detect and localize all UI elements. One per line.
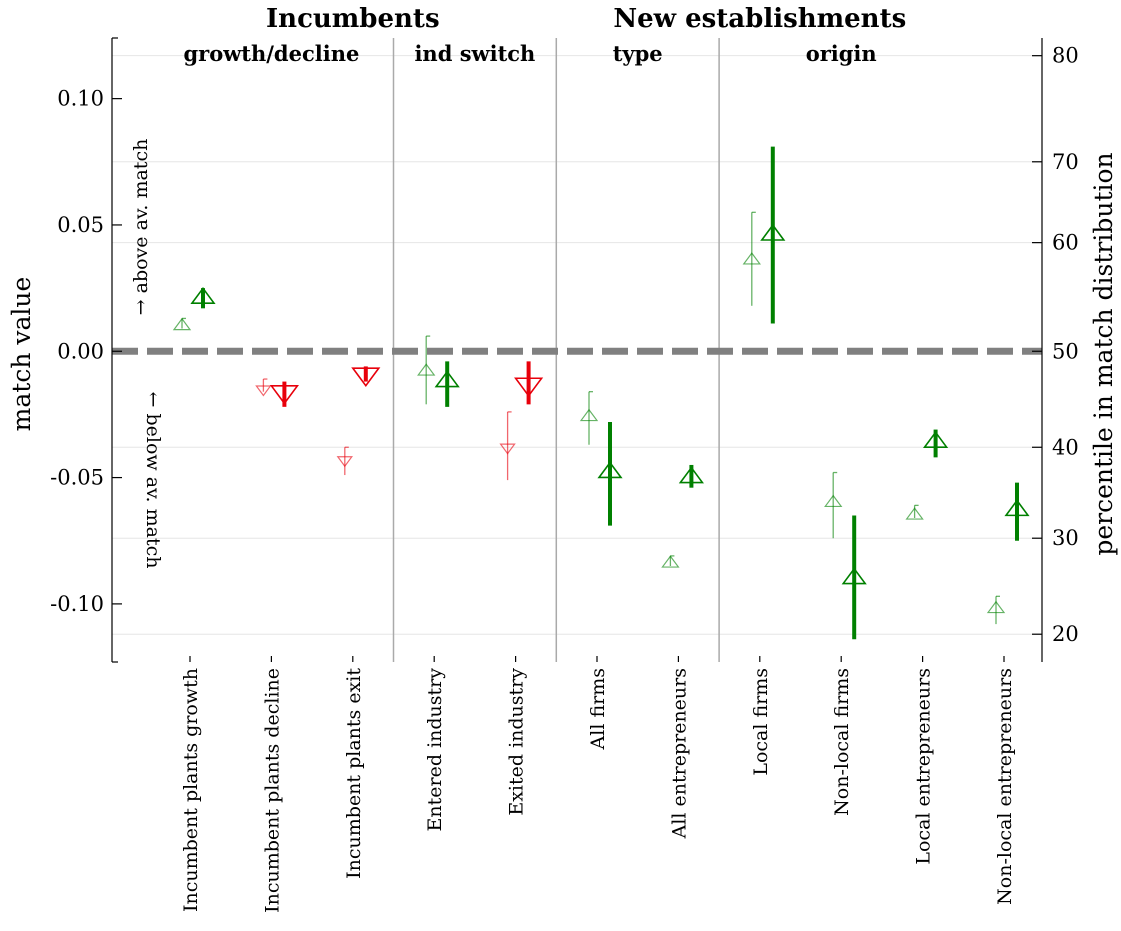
right-y-tick-label: 40 — [1052, 435, 1079, 459]
category-label: All entrepreneurs — [668, 668, 690, 839]
triangle-up-marker — [597, 461, 623, 479]
data-marks — [172, 146, 1030, 640]
y-axis-title: match value — [7, 277, 36, 432]
triangle-up-marker — [172, 317, 192, 331]
right-y-tick-label: 50 — [1052, 339, 1079, 363]
right-y-tick-label: 70 — [1052, 150, 1079, 174]
y-tick-label: 0.10 — [57, 87, 104, 111]
y-tick-label: 0.05 — [57, 213, 104, 237]
triangle-up-marker — [986, 600, 1006, 614]
category-label: Incumbent plants exit — [343, 668, 365, 879]
group-title: New establishments — [613, 4, 906, 34]
chart-labels: match value percentile in match distribu… — [7, 4, 1118, 913]
triangle-up-marker — [579, 408, 599, 422]
triangle-up-marker — [417, 363, 436, 376]
category-label: Non-local firms — [831, 668, 853, 816]
triangle-up-marker — [841, 567, 867, 585]
y-tick-label: -0.05 — [50, 466, 104, 490]
group-title: Incumbents — [266, 4, 440, 34]
triangle-up-marker — [678, 466, 704, 484]
right-y-tick-label: 80 — [1052, 44, 1079, 68]
category-label: Entered industry — [424, 668, 446, 832]
triangle-down-marker — [514, 377, 544, 398]
section-label: growth/decline — [183, 41, 359, 66]
triangle-up-marker — [824, 494, 843, 508]
right-y-tick-label: 60 — [1052, 231, 1079, 255]
triangle-up-marker — [190, 286, 216, 304]
triangle-up-marker — [434, 370, 460, 388]
section-label: ind switch — [414, 41, 535, 66]
y-tick-label: 0.00 — [57, 339, 104, 363]
triangle-up-marker — [1004, 499, 1030, 517]
triangle-down-marker — [269, 385, 299, 405]
triangle-down-marker — [499, 443, 516, 455]
right-y-tick-label: 30 — [1052, 526, 1079, 550]
triangle-down-marker — [336, 456, 353, 468]
category-label: Exited industry — [506, 668, 528, 816]
axes — [111, 37, 1043, 663]
triangle-down-marker — [351, 367, 381, 388]
triangle-up-marker — [760, 223, 786, 241]
category-label: Local entrepreneurs — [913, 668, 935, 865]
triangle-up-marker — [923, 430, 949, 448]
category-label: Incumbent plants growth — [180, 668, 202, 912]
y-axis-right-title: percentile in match distribution — [1089, 152, 1118, 555]
y-tick-label: -0.10 — [50, 592, 104, 616]
triangle-up-marker — [661, 555, 680, 568]
grid-layer — [112, 55, 1042, 635]
triangle-up-marker — [905, 507, 924, 520]
category-label: All firms — [587, 668, 609, 750]
above-average-note: → above av. match — [130, 139, 152, 316]
category-label: Local firms — [750, 668, 772, 776]
triangle-up-marker — [742, 252, 761, 265]
category-label: Non-local entrepreneurs — [994, 668, 1016, 905]
below-average-note: ← below av. match — [142, 392, 164, 569]
triangle-down-marker — [255, 385, 272, 397]
section-label: origin — [806, 41, 877, 66]
category-label: Incumbent plants decline — [261, 668, 283, 913]
right-y-tick-label: 20 — [1052, 622, 1079, 646]
section-label: type — [613, 41, 663, 66]
